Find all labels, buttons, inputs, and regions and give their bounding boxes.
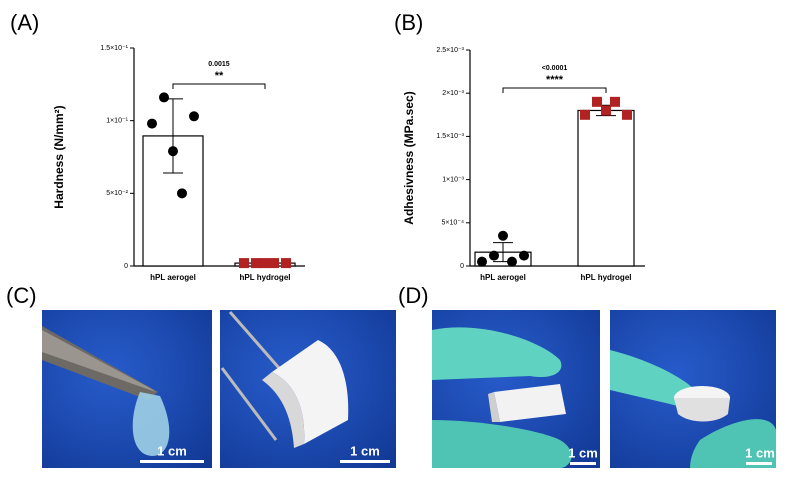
data-point [239,258,249,269]
photo: 1 cm [42,310,212,468]
photo: 1 cm [220,310,396,468]
x-tick-label: hPL aerogel [480,273,526,282]
data-point [477,256,487,267]
data-point [159,92,169,103]
y-tick-label: 1.5×10⁻¹ [100,45,128,52]
x-tick-label: hPL hydrogel [240,273,291,282]
data-point [177,188,187,199]
scale-bar-label: 1 cm [745,445,775,460]
panel-label: (B) [394,10,423,35]
photo: 1 cm [610,310,776,468]
significance-stars: ** [215,70,224,82]
data-point [189,111,199,122]
data-point [498,230,508,241]
scale-bar-label: 1 cm [157,443,187,458]
data-point [592,96,602,107]
bar [577,109,635,267]
data-point [622,109,632,120]
y-axis-label: Hardness (N/mm²) [52,105,66,208]
data-point [507,256,517,267]
y-tick-label: 5×10⁻⁴ [442,220,464,227]
y-tick-label: 2×10⁻³ [442,90,464,97]
panel-label: (D) [398,283,429,308]
x-tick-label: hPL aerogel [150,273,196,282]
y-axis-label: Adhesivness (MPa.sec) [402,91,416,224]
photo: 1 cm [432,310,600,468]
p-value: 0.0015 [208,61,230,68]
y-tick-label: 2.5×10⁻³ [436,47,464,54]
data-point [168,146,178,157]
data-point [147,118,157,129]
data-point [260,258,270,269]
significance-bracket [172,83,266,89]
scale-bar-label: 1 cm [350,443,380,458]
panel-label: (C) [6,283,37,308]
data-point [519,250,529,261]
data-point [601,105,611,116]
significance-stars: **** [546,74,564,86]
data-point [281,258,291,269]
panel-label: (A) [10,10,39,35]
scale-bar-label: 1 cm [568,445,598,460]
data-point [580,109,590,120]
y-tick-label: 0 [124,263,128,270]
significance-bracket [502,87,607,93]
data-point [269,258,279,269]
y-tick-label: 1×10⁻¹ [106,118,128,125]
p-value: <0.0001 [542,65,568,72]
y-tick-label: 0 [460,263,464,270]
y-tick-label: 1.5×10⁻³ [436,133,464,140]
data-point [610,96,620,107]
data-point [489,250,499,261]
x-tick-label: hPL hydrogel [581,273,632,282]
data-point [251,258,261,269]
y-tick-label: 1×10⁻³ [442,176,464,183]
y-tick-label: 5×10⁻² [106,190,128,197]
